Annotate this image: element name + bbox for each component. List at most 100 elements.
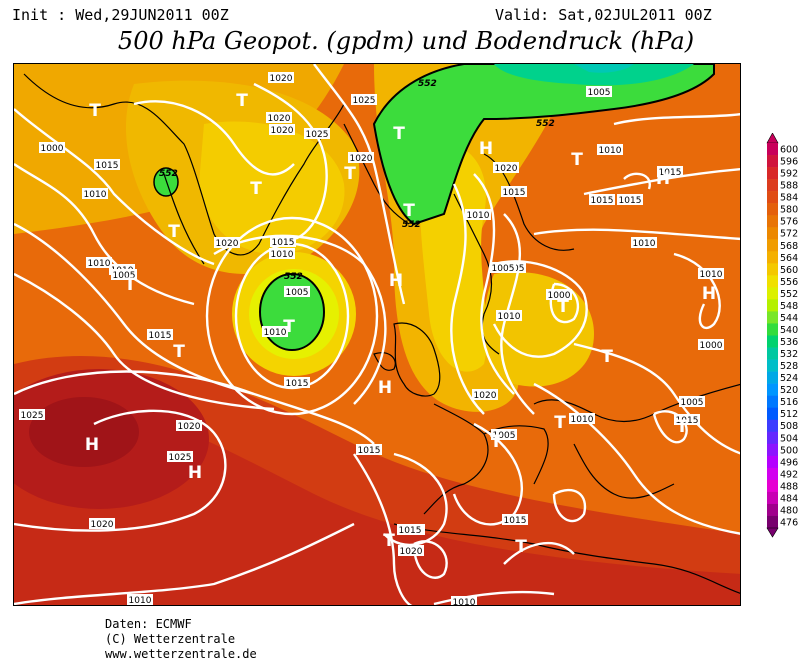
legend-label: 592 [780,169,798,180]
svg-text:1005: 1005 [492,264,515,274]
isobar-label: 1005 [284,286,310,298]
high-marker: H [702,284,716,304]
svg-text:1020: 1020 [350,154,373,164]
legend-swatch [767,191,778,204]
legend-swatch [767,263,778,276]
isobar-label: 1020 [398,545,424,557]
low-marker: T [490,432,502,452]
svg-text:1010: 1010 [498,312,521,322]
legend-swatch [767,215,778,228]
legend-label: 484 [780,493,798,504]
low-marker: T [557,297,569,317]
low-marker: T [168,222,180,242]
geopot-label: 552 [284,272,303,282]
low-marker: T [515,537,527,557]
svg-text:1025: 1025 [21,411,44,421]
high-marker: H [479,139,493,159]
geopot-labels: 552 552 552 552 552 [159,79,555,282]
svg-text:1020: 1020 [178,422,201,432]
isobar-label: 1020 [176,420,202,432]
isobar-label: 1015 [501,186,527,198]
legend-swatch [767,323,778,336]
svg-text:1015: 1015 [591,196,614,206]
low-marker: T [283,317,295,337]
svg-text:1010: 1010 [264,328,287,338]
isobar-label: 1010 [127,594,153,606]
isobar-label: 1025 [167,451,193,463]
low-marker: T [403,201,415,221]
isobar-label: 1015 [147,329,173,341]
legend-label: 548 [780,301,798,312]
svg-text:1025: 1025 [169,453,192,463]
legend-swatch [767,455,778,469]
isobar-label: 1015 [356,444,382,456]
isobar-label: 1020 [214,237,240,249]
isobar-label: 1010 [631,237,657,249]
legend-swatch [767,371,778,384]
svg-text:1020: 1020 [268,114,291,124]
svg-text:1010: 1010 [129,596,152,606]
svg-text:1010: 1010 [571,415,594,425]
svg-text:1015: 1015 [504,516,527,526]
isobar-label: 1000 [698,339,724,351]
isobar-label: 1015 [617,194,643,206]
low-marker: T [676,417,688,437]
low-marker: T [601,347,613,367]
legend-label: 568 [780,241,798,252]
svg-text:1015: 1015 [619,196,642,206]
isobar-label: 1020 [89,518,115,530]
isobar-label: 1020 [266,112,292,124]
weather-map: 1020 1025 1005 1000 1010 1015 1020 1025 … [13,63,741,606]
isobar-label: 1025 [351,94,377,106]
svg-text:1015: 1015 [272,238,295,248]
legend-swatch [767,275,778,288]
legend-label: 492 [780,469,798,480]
isobar-label: 1015 [284,377,310,389]
isobar-label: 1010 [569,413,595,425]
isobar-label: 1020 [348,152,374,164]
geopot-label: 552 [402,220,421,230]
legend-swatch [767,227,778,240]
svg-text:1020: 1020 [400,547,423,557]
isobar-label: 1025 [19,409,45,421]
color-legend: 600 596 592 588 584 580 576 572 568 564 560 556 552 5… [764,132,812,538]
credit-copyright: (C) Wetterzentrale [105,632,236,646]
high-marker: H [389,271,403,291]
legend-label: 520 [780,385,798,396]
isobar-label: 1020 [269,124,295,136]
svg-text:1015: 1015 [286,379,309,389]
isobar-label: 1005 [679,396,705,408]
legend-label: 572 [780,229,798,240]
legend-arrow-top [766,132,779,144]
isobar-label: 1000 [546,289,572,301]
legend-swatch [767,491,778,505]
svg-text:1020: 1020 [216,239,239,249]
legend-label: 488 [780,481,798,492]
low-marker: T [124,275,136,295]
legend-label: 476 [780,517,798,528]
isobar-label: 1015 [657,166,683,178]
credits: Daten: ECMWF (C) Wetterzentrale www.wett… [105,617,257,662]
legend-label: 556 [780,277,798,288]
isobar-label: 1015 [397,524,423,536]
pressure-centers: T T T T T T T T T T T T T T T T T T H H … [85,91,716,557]
legend-swatch [767,251,778,264]
legend-label: 496 [780,457,798,468]
legend-swatch [767,503,778,517]
isobar-label: 1010 [262,326,288,338]
svg-text:1005: 1005 [113,271,136,281]
svg-text:1015: 1015 [399,526,422,536]
legend-label: 560 [780,265,798,276]
svg-text:1010: 1010 [88,259,111,269]
legend-label: 540 [780,325,798,336]
legend-label: 588 [780,181,798,192]
svg-text:1020: 1020 [495,164,518,174]
svg-text:1020: 1020 [270,74,293,84]
legend-label: 544 [780,313,798,324]
legend-swatch [767,179,778,192]
legend-swatch [767,407,778,421]
geopot-label: 552 [159,169,178,179]
isobar-label: 1020 [493,162,519,174]
geopot-low-552 [259,273,325,351]
isobar-label: 1005 [111,269,137,281]
